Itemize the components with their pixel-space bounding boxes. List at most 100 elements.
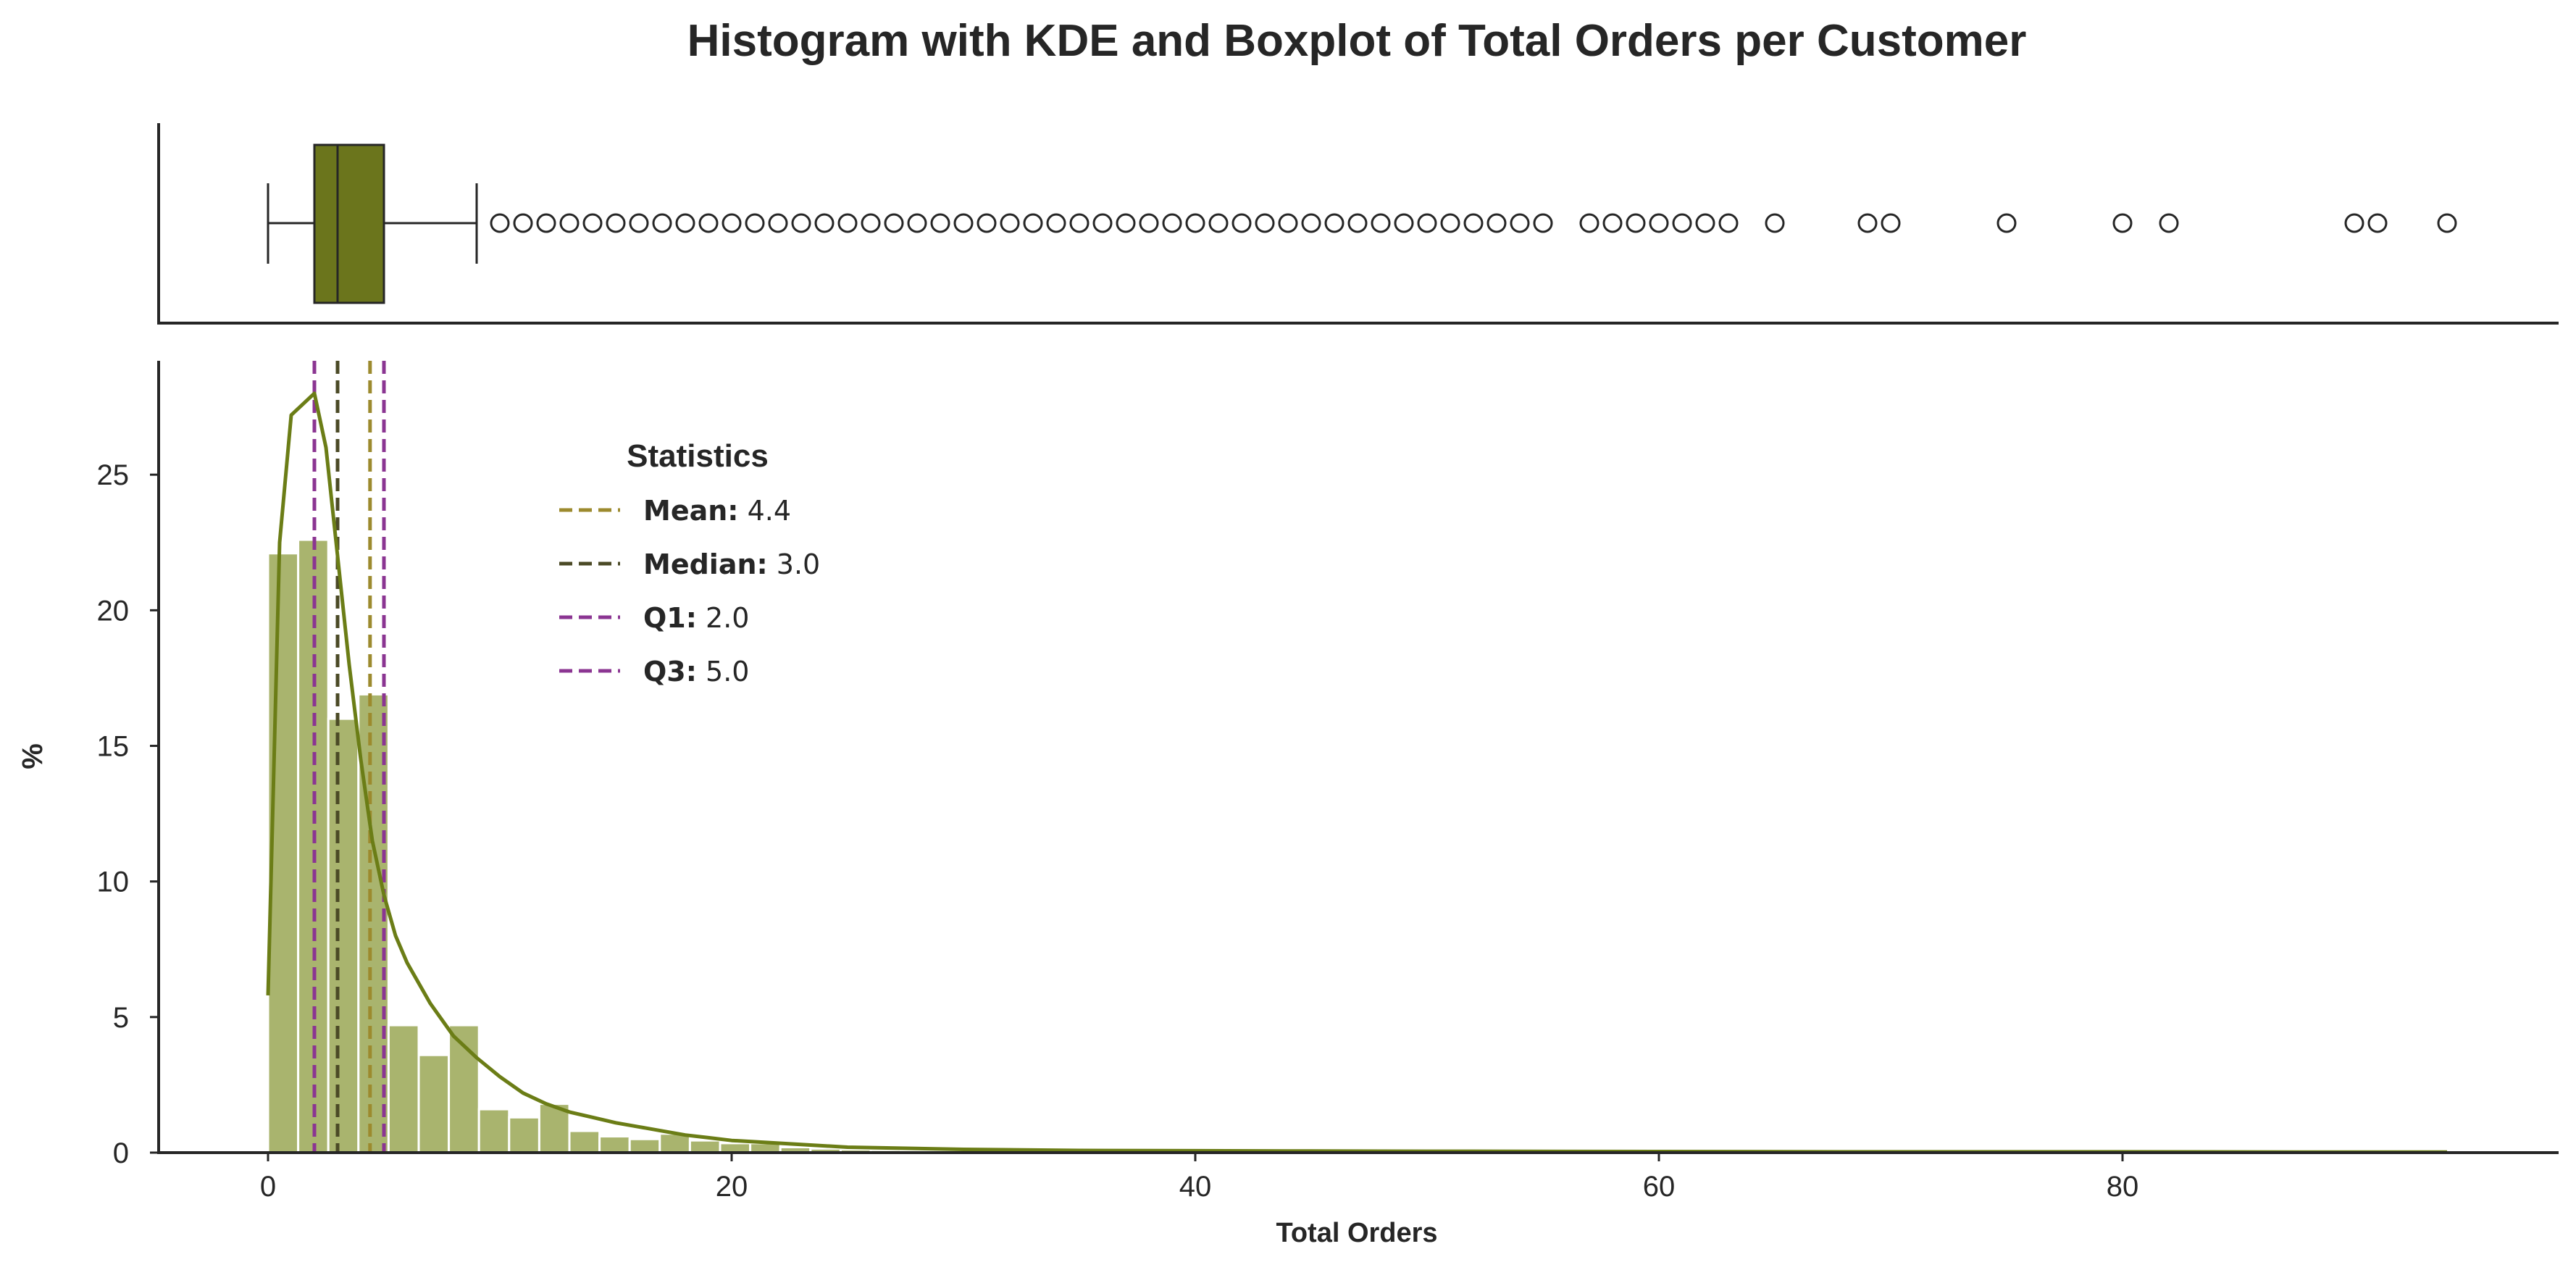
y-tick-label: 5 <box>113 1002 129 1034</box>
outlier-point <box>1672 213 1692 233</box>
histogram-bar <box>688 1139 722 1154</box>
outlier-point <box>1486 213 1507 233</box>
outlier-point <box>1463 213 1484 233</box>
reference-lines <box>312 361 386 1153</box>
histogram-bar <box>598 1135 631 1154</box>
outlier-point <box>1626 213 1646 233</box>
x-tick-label: 40 <box>1179 1171 1212 1203</box>
outlier-point <box>1881 213 1901 233</box>
y-tick-label: 15 <box>97 731 130 763</box>
y-tick-label: 0 <box>113 1137 129 1169</box>
y-tick-label: 25 <box>97 459 130 491</box>
histogram-bar <box>417 1053 451 1154</box>
outlier-point <box>1092 213 1113 233</box>
outlier-point <box>675 213 695 233</box>
outlier-point <box>1649 213 1669 233</box>
outlier-point <box>1301 213 1321 233</box>
histogram-bar <box>568 1129 601 1154</box>
x-tick-label: 80 <box>2107 1171 2139 1203</box>
outlier-point <box>1718 213 1739 233</box>
outlier-point <box>2159 213 2179 233</box>
outlier-point <box>1324 213 1345 233</box>
outlier-point <box>1371 213 1391 233</box>
outlier-point <box>629 213 649 233</box>
outlier-point <box>1602 213 1623 233</box>
legend-label-q3: Q3: 5.0 <box>643 656 749 688</box>
boxplot <box>267 143 478 304</box>
outlier-point <box>884 213 904 233</box>
outlier-point <box>652 213 672 233</box>
chart-title: Histogram with KDE and Boxplot of Total … <box>687 16 2027 66</box>
histogram-bars <box>267 538 1355 1154</box>
outlier-point <box>1579 213 1599 233</box>
boxplot-panel <box>157 123 2559 325</box>
histogram-bar <box>508 1116 540 1154</box>
x-ticks: 0 20 40 60 80 <box>260 1153 2138 1203</box>
boxplot-outliers <box>490 213 2457 233</box>
x-tick-label: 20 <box>716 1171 748 1203</box>
histogram-bar <box>477 1108 511 1154</box>
outlier-point <box>2344 213 2364 233</box>
outlier-point <box>1046 213 1066 233</box>
outlier-point <box>722 213 742 233</box>
outlier-point <box>582 213 603 233</box>
x-tick-label: 60 <box>1643 1171 1676 1203</box>
outlier-point <box>1996 213 2017 233</box>
y-axis-label: % <box>17 743 49 769</box>
legend-title: Statistics <box>627 438 769 474</box>
outlier-point <box>1162 213 1182 233</box>
outlier-point <box>1023 213 1043 233</box>
x-tick-label: 0 <box>260 1171 276 1203</box>
histogram-bar <box>628 1137 661 1154</box>
outlier-point <box>1394 213 1414 233</box>
outlier-point <box>559 213 580 233</box>
outlier-point <box>513 213 533 233</box>
outlier-point <box>1440 213 1460 233</box>
boxplot-box <box>313 143 385 304</box>
histogram-bar <box>297 538 330 1154</box>
outlier-point <box>1347 213 1368 233</box>
outlier-point <box>977 213 997 233</box>
outlier-point <box>1185 213 1205 233</box>
histogram-bar <box>327 717 360 1154</box>
outlier-point <box>1255 213 1275 233</box>
outlier-point <box>837 213 858 233</box>
outlier-point <box>1231 213 1252 233</box>
outlier-point <box>2367 213 2388 233</box>
outlier-point <box>907 213 927 233</box>
kde-line <box>266 391 2447 1154</box>
outlier-point <box>2112 213 2133 233</box>
outlier-point <box>698 213 719 233</box>
outlier-point <box>606 213 626 233</box>
legend-label-median: Median: 3.0 <box>643 548 820 580</box>
outlier-point <box>1695 213 1715 233</box>
outlier-point <box>1000 213 1020 233</box>
outlier-point <box>745 213 765 233</box>
outlier-point <box>1765 213 1785 233</box>
y-tick-label: 10 <box>97 866 130 898</box>
x-axis-label: Total Orders <box>1276 1218 1437 1248</box>
histogram-panel: 0 20 40 60 80 0 5 10 15 20 25 Total Orders % <box>17 361 2559 1248</box>
outlier-point <box>814 213 835 233</box>
outlier-point <box>490 213 510 233</box>
outlier-point <box>1533 213 1553 233</box>
legend-label-q1: Q1: 2.0 <box>643 602 749 634</box>
outlier-point <box>953 213 974 233</box>
legend-label-mean: Mean: 4.4 <box>643 495 791 527</box>
outlier-point <box>768 213 788 233</box>
y-ticks: 0 5 10 15 20 25 <box>97 459 159 1169</box>
outlier-point <box>1417 213 1437 233</box>
outlier-point <box>930 213 950 233</box>
legend-items: Mean: 4.4 Median: 3.0 Q1: 2.0 Q3: 5.0 <box>559 495 820 688</box>
outlier-point <box>1208 213 1229 233</box>
outlier-point <box>1278 213 1298 233</box>
outlier-point <box>536 213 556 233</box>
outlier-point <box>1139 213 1159 233</box>
outlier-point <box>1069 213 1090 233</box>
y-tick-label: 20 <box>97 595 130 627</box>
outlier-point <box>2437 213 2457 233</box>
outlier-point <box>791 213 811 233</box>
histogram-bar <box>387 1024 420 1154</box>
outlier-point <box>1510 213 1530 233</box>
